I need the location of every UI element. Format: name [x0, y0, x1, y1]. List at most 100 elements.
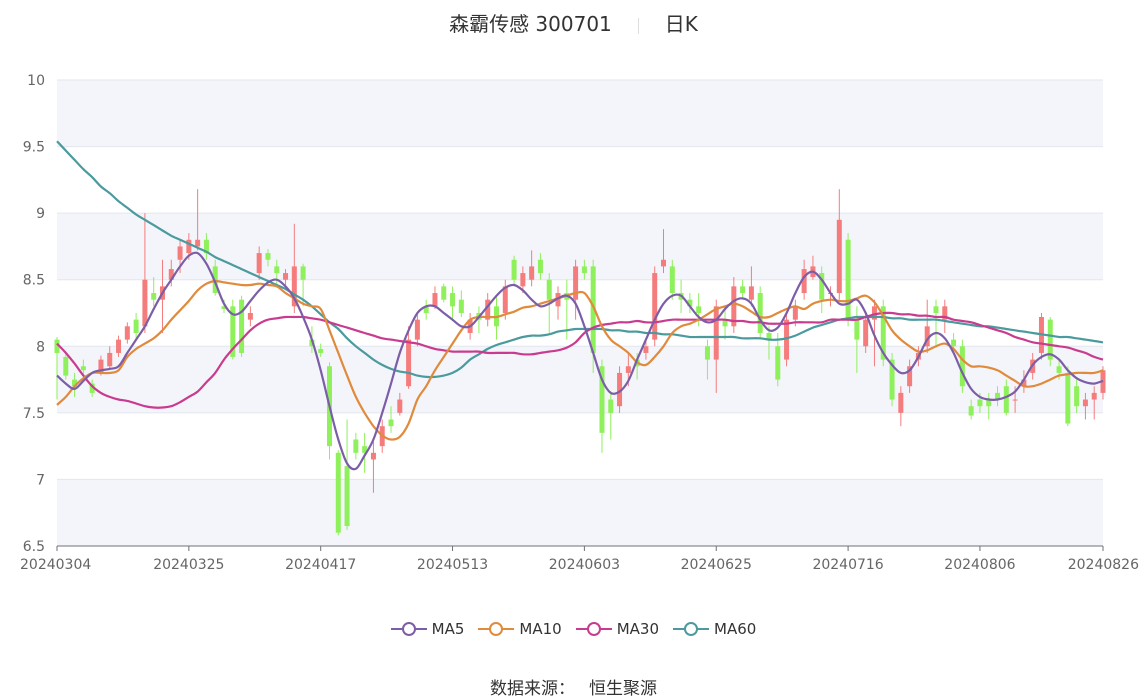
candle [713, 299, 719, 393]
candle [845, 233, 851, 327]
candle-body [889, 359, 895, 400]
candlestick-chart: 6.5 7 7.5 8 8.5 9 9.5 10 20240304 20240325 202404… [20, 73, 1139, 573]
candle-body [740, 286, 746, 294]
candle-body [995, 392, 1001, 400]
candle [318, 343, 324, 357]
candle-body [625, 366, 631, 373]
candle [880, 299, 886, 367]
series-line-ma10 [56, 279, 1104, 441]
candle [441, 283, 447, 303]
candle-body [617, 372, 623, 407]
candle [924, 299, 930, 353]
legend-item-ma30[interactable]: MA30 [575, 620, 659, 638]
candle-body [203, 239, 209, 254]
candle-body [643, 346, 649, 353]
candle [142, 213, 148, 333]
candle [617, 366, 623, 413]
candle [661, 229, 667, 274]
candle-body [300, 266, 306, 280]
plot-band [57, 479, 1103, 546]
legend-label: MA5 [431, 620, 465, 638]
legend-item-ma5[interactable]: MA5 [390, 620, 465, 638]
legend-item-ma60[interactable]: MA60 [673, 620, 756, 638]
candle [89, 379, 95, 397]
candle [107, 346, 113, 369]
plot-band [57, 213, 1103, 280]
candle [450, 286, 456, 320]
candle-body [766, 332, 772, 340]
candle-body [731, 286, 737, 327]
candle [573, 259, 579, 320]
candle-body [1065, 372, 1071, 424]
data-source: 数据来源： 恒生聚源 [0, 674, 1147, 699]
x-axis: 20240304 20240325 20240417 20240513 20240603… [20, 545, 1139, 573]
candle [731, 277, 737, 333]
candle-body [221, 306, 227, 310]
candle [239, 295, 245, 357]
candle [863, 313, 869, 353]
legend-item-ma10[interactable]: MA10 [478, 620, 562, 638]
candle-body [599, 366, 605, 433]
candle [458, 290, 464, 317]
candle-body [247, 313, 253, 320]
candle-body [871, 306, 877, 320]
candle-body [836, 219, 842, 294]
x-tick-label: 20240513 [417, 557, 488, 573]
candle [748, 266, 754, 307]
candle-body [933, 306, 939, 313]
candle [995, 386, 1001, 407]
candle [335, 450, 341, 536]
candle-body [1021, 379, 1027, 387]
candle-body [968, 406, 974, 416]
candle-body [414, 319, 420, 340]
candle-body [441, 286, 447, 300]
candle-body [133, 319, 139, 333]
legend-marker-icon [673, 622, 710, 636]
candle-body [854, 319, 860, 340]
candle [344, 419, 350, 531]
candle [423, 299, 429, 320]
y-tick-label: 9 [36, 206, 45, 222]
candle-body [230, 306, 236, 357]
x-tick-label: 20240417 [285, 557, 356, 573]
source-name: 恒生聚源 [589, 679, 657, 699]
candle-body [168, 269, 174, 280]
candle-body [362, 446, 368, 453]
candle [757, 286, 763, 340]
candle-body [687, 299, 693, 307]
candle-body [142, 279, 148, 327]
candle [1091, 386, 1097, 420]
candle-body [458, 299, 464, 313]
candle-body [274, 266, 280, 274]
candle-body [124, 326, 130, 340]
source-label: 数据来源： [490, 679, 575, 699]
candle-body [907, 366, 913, 387]
candle-body [863, 319, 869, 347]
legend-label: MA10 [519, 620, 562, 638]
candle-body [775, 346, 781, 380]
x-tick-label: 20240304 [20, 557, 91, 573]
candle [502, 279, 508, 320]
candle-body [1091, 392, 1097, 400]
candle [784, 313, 790, 367]
candle-body [116, 339, 122, 353]
candle-body [186, 239, 192, 254]
candle-body [1082, 399, 1088, 407]
candle-body [520, 273, 526, 287]
y-axis: 6.5 7 7.5 8 8.5 9 9.5 10 [23, 73, 45, 555]
candle [265, 249, 271, 267]
candle [722, 306, 728, 340]
candle-body [529, 266, 535, 280]
plot-band [57, 346, 1103, 413]
candle-body [80, 366, 86, 371]
candle [151, 277, 157, 307]
candle-body [485, 299, 491, 320]
candle-body [696, 306, 702, 313]
series-line-ma5 [56, 251, 1104, 471]
candle-body [291, 266, 297, 307]
candle-body [652, 273, 658, 340]
legend-label: MA60 [714, 620, 757, 638]
candle [353, 432, 359, 460]
candle [388, 406, 394, 433]
candle [555, 286, 561, 320]
